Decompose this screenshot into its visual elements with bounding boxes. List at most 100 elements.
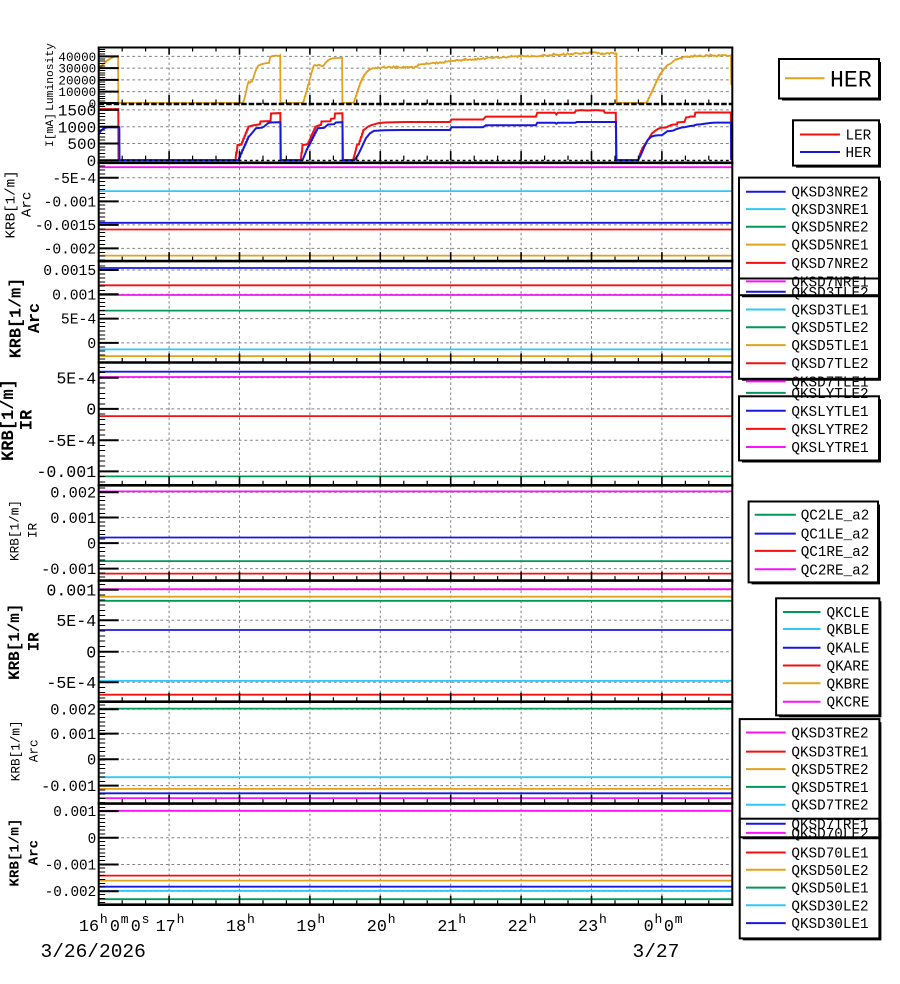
svg-text:-0.002: -0.002: [45, 885, 96, 901]
svg-text:23: 23: [578, 918, 598, 937]
svg-text:h: h: [529, 912, 537, 927]
svg-text:KRB[1/m]: KRB[1/m]: [8, 500, 23, 561]
svg-text:h: h: [317, 912, 325, 927]
svg-text:I[mA]: I[mA]: [45, 113, 57, 147]
svg-text:17: 17: [156, 918, 176, 937]
svg-text:3/26/2026: 3/26/2026: [41, 941, 146, 963]
svg-text:0: 0: [86, 644, 96, 663]
svg-text:LER: LER: [846, 129, 872, 145]
svg-text:0.001: 0.001: [46, 582, 96, 601]
svg-text:QKSD5NRE1: QKSD5NRE1: [791, 239, 868, 255]
svg-text:QC2LE_a2: QC2LE_a2: [801, 509, 870, 525]
svg-text:QKSD7TLE2: QKSD7TLE2: [791, 357, 868, 373]
svg-text:QKSD5NRE2: QKSD5NRE2: [791, 221, 868, 237]
svg-text:0: 0: [131, 918, 141, 937]
svg-text:HER: HER: [830, 67, 872, 93]
svg-text:0.0015: 0.0015: [43, 264, 96, 280]
svg-text:0: 0: [664, 918, 674, 937]
svg-text:QKSD70LE1: QKSD70LE1: [791, 847, 868, 863]
svg-text:h: h: [177, 912, 185, 927]
svg-text:-0.001: -0.001: [41, 778, 96, 796]
svg-text:QKSD30LE1: QKSD30LE1: [791, 917, 868, 933]
svg-text:20000: 20000: [58, 74, 96, 88]
svg-text:-0.002: -0.002: [44, 243, 97, 259]
svg-text:QKSD5TRE1: QKSD5TRE1: [791, 781, 868, 797]
svg-text:0: 0: [110, 918, 120, 937]
svg-text:30000: 30000: [58, 63, 96, 77]
svg-text:QKSD5TLE2: QKSD5TLE2: [791, 321, 868, 337]
svg-text:500: 500: [67, 136, 96, 154]
svg-text:0.001: 0.001: [52, 288, 96, 304]
svg-text:22: 22: [508, 918, 528, 937]
svg-text:-0.001: -0.001: [44, 196, 97, 212]
svg-text:3/27: 3/27: [633, 941, 680, 963]
svg-text:19: 19: [296, 918, 316, 937]
svg-text:Arc: Arc: [26, 303, 45, 333]
svg-text:QKSLYTLE1: QKSLYTLE1: [791, 405, 868, 421]
svg-text:QKSD7NRE2: QKSD7NRE2: [791, 257, 868, 273]
svg-text:Arc: Arc: [26, 739, 41, 762]
svg-text:QKSD3NRE1: QKSD3NRE1: [791, 203, 868, 219]
svg-text:40000: 40000: [58, 51, 96, 65]
svg-text:0.002: 0.002: [50, 485, 96, 503]
svg-text:0.001: 0.001: [50, 726, 96, 744]
svg-text:h: h: [458, 912, 466, 927]
svg-text:0: 0: [87, 752, 96, 770]
svg-text:5E-4: 5E-4: [56, 612, 96, 631]
svg-text:QKSD5TLE1: QKSD5TLE1: [791, 339, 868, 355]
svg-text:KRB[1/m]: KRB[1/m]: [8, 819, 24, 887]
svg-text:QKSLYTRE1: QKSLYTRE1: [791, 441, 868, 457]
svg-text:-0.001: -0.001: [41, 561, 96, 579]
svg-text:IR: IR: [19, 409, 38, 430]
svg-text:5E-4: 5E-4: [61, 313, 96, 329]
svg-text:KRB[1/m]: KRB[1/m]: [0, 379, 19, 461]
svg-text:QKSD3TRE1: QKSD3TRE1: [791, 746, 868, 762]
svg-text:QKCLE: QKCLE: [827, 606, 870, 622]
svg-text:QKSLYTRE2: QKSLYTRE2: [791, 423, 868, 439]
svg-text:Arc: Arc: [27, 840, 43, 866]
svg-text:h: h: [599, 912, 607, 927]
svg-text:QKARE: QKARE: [827, 660, 870, 676]
svg-text:m: m: [675, 912, 683, 927]
svg-text:QKSD3TRE2: QKSD3TRE2: [791, 727, 868, 743]
svg-text:KRB[1/m]: KRB[1/m]: [6, 604, 24, 680]
svg-text:10000: 10000: [58, 86, 96, 100]
svg-text:QKBRE: QKBRE: [827, 677, 870, 693]
svg-text:-5E-4: -5E-4: [46, 432, 96, 451]
svg-text:QKSD50LE1: QKSD50LE1: [791, 882, 868, 898]
svg-text:QKSD7TRE1: QKSD7TRE1: [791, 818, 868, 834]
svg-text:HER: HER: [846, 146, 872, 162]
svg-text:0.002: 0.002: [50, 702, 96, 720]
svg-text:QC1RE_a2: QC1RE_a2: [801, 545, 870, 561]
svg-text:0.001: 0.001: [53, 805, 96, 821]
svg-text:QKSD3TLE2: QKSD3TLE2: [791, 286, 868, 302]
svg-text:Luminosity: Luminosity: [45, 43, 57, 111]
svg-text:m: m: [121, 912, 129, 927]
svg-text:QKSD3TLE1: QKSD3TLE1: [791, 304, 868, 320]
svg-text:-5E-4: -5E-4: [52, 172, 96, 188]
svg-text:QC2RE_a2: QC2RE_a2: [801, 563, 870, 579]
svg-text:16: 16: [79, 918, 99, 937]
svg-text:QKSD7TRE2: QKSD7TRE2: [791, 799, 868, 815]
svg-text:h: h: [655, 912, 663, 927]
svg-text:KRB[1/m]: KRB[1/m]: [8, 278, 27, 359]
svg-text:0: 0: [88, 832, 97, 848]
svg-text:20: 20: [367, 918, 387, 937]
svg-text:18: 18: [226, 918, 246, 937]
svg-text:QKBLE: QKBLE: [827, 623, 870, 639]
svg-text:QKSLYTLE2: QKSLYTLE2: [791, 387, 868, 403]
svg-text:-5E-4: -5E-4: [46, 674, 96, 693]
svg-text:QKSD30LE2: QKSD30LE2: [791, 899, 868, 915]
svg-text:QKSD3NRE2: QKSD3NRE2: [791, 186, 868, 202]
svg-text:1000: 1000: [58, 119, 96, 137]
svg-text:0: 0: [87, 536, 96, 554]
svg-text:QKSD50LE2: QKSD50LE2: [791, 864, 868, 880]
svg-text:QKALE: QKALE: [827, 642, 870, 658]
svg-text:s: s: [142, 912, 150, 927]
svg-text:QC1LE_a2: QC1LE_a2: [801, 528, 870, 544]
svg-text:IR: IR: [25, 632, 43, 652]
svg-text:KRB[1/m]: KRB[1/m]: [4, 170, 20, 238]
svg-text:1500: 1500: [58, 103, 96, 121]
svg-text:-0.001: -0.001: [36, 463, 96, 482]
svg-text:0: 0: [89, 98, 97, 112]
